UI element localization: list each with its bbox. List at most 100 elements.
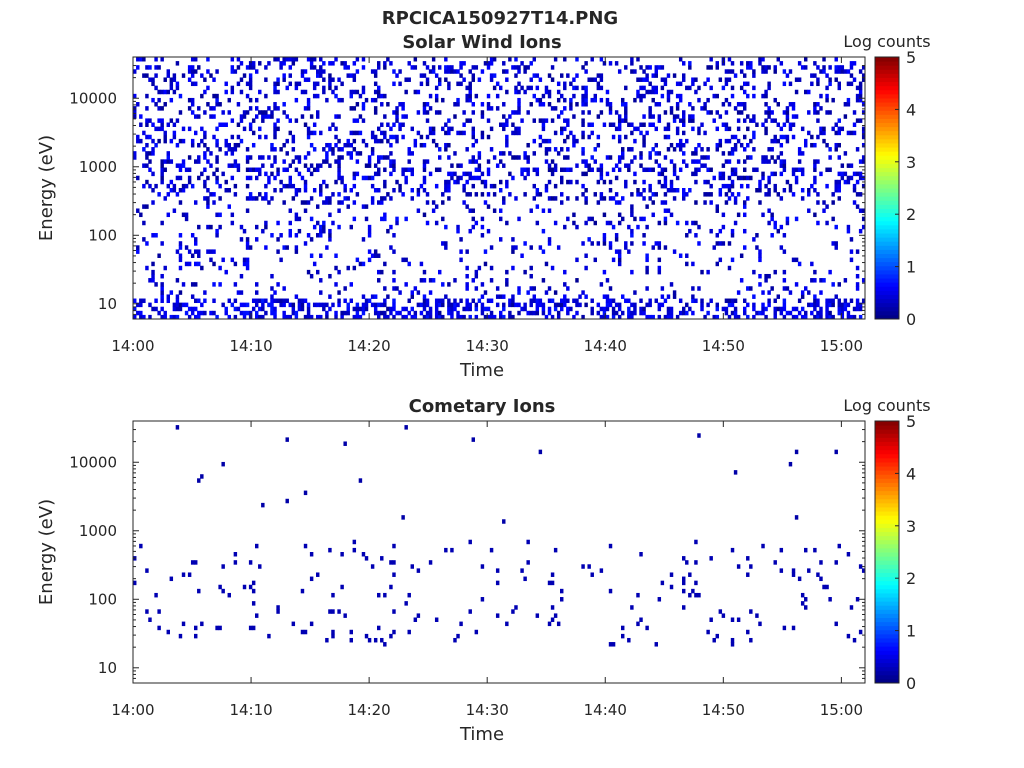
heatmap-cell <box>468 306 472 312</box>
heatmap-cell <box>206 57 210 62</box>
heatmap-cell <box>474 314 479 320</box>
heatmap-cell <box>508 314 512 320</box>
heatmap-cell <box>331 592 335 598</box>
heatmap-cell <box>617 155 622 160</box>
heatmap-cell <box>428 306 433 312</box>
heatmap-cell <box>361 85 366 91</box>
heatmap-cell <box>593 97 597 103</box>
heatmap-cell <box>575 179 579 185</box>
heatmap-cell <box>730 637 735 643</box>
heatmap-cell <box>764 273 768 279</box>
colorbar-segment <box>875 457 899 463</box>
heatmap-cell <box>270 273 274 279</box>
heatmap-cell <box>703 155 707 160</box>
heatmap-cell <box>523 576 527 582</box>
heatmap-cell <box>675 102 680 107</box>
heatmap-cell <box>306 310 311 316</box>
heatmap-cell <box>395 110 399 115</box>
heatmap-cell <box>456 310 460 316</box>
heatmap-cell <box>703 81 707 87</box>
heatmap-cell <box>642 179 646 185</box>
heatmap-cell <box>727 159 732 164</box>
heatmap-cell <box>190 81 195 87</box>
heatmap-cell <box>706 167 710 173</box>
heatmap-cell <box>181 302 186 308</box>
heatmap-cell <box>187 572 192 577</box>
heatmap-cell <box>404 314 408 320</box>
heatmap-cell <box>343 613 347 618</box>
heatmap-cell <box>666 188 671 193</box>
heatmap-cell <box>657 245 662 250</box>
heatmap-cell <box>218 122 222 127</box>
heatmap-cell <box>596 81 601 87</box>
heatmap-cell <box>767 114 771 119</box>
heatmap-cell <box>136 138 140 144</box>
heatmap-cell <box>617 302 622 308</box>
heatmap-cell <box>752 114 756 119</box>
heatmap-cell <box>309 253 314 258</box>
heatmap-cell <box>151 171 155 177</box>
colorbar-segment <box>875 212 899 218</box>
heatmap-cell <box>663 298 668 304</box>
heatmap-cell <box>529 265 533 271</box>
heatmap-cell <box>648 302 652 308</box>
heatmap-cell <box>746 314 750 320</box>
heatmap-cell <box>505 134 509 140</box>
heatmap-cell <box>617 212 622 218</box>
heatmap-cell <box>624 114 628 119</box>
heatmap-cell <box>822 278 826 283</box>
heatmap-cell <box>136 245 140 250</box>
heatmap-cell <box>197 65 201 70</box>
colorbar-segment <box>875 584 899 590</box>
heatmap-cell <box>352 314 357 320</box>
heatmap-cell <box>770 155 774 160</box>
heatmap-cell <box>685 192 689 197</box>
heatmap-cell <box>175 302 180 308</box>
heatmap-cell <box>688 306 692 312</box>
heatmap-cell <box>212 310 216 316</box>
heatmap-cell <box>337 167 341 173</box>
heatmap-cell <box>172 89 177 95</box>
heatmap-cell <box>431 69 436 74</box>
heatmap-cell <box>611 314 616 320</box>
heatmap-cell <box>855 298 860 304</box>
heatmap-cell <box>858 208 863 213</box>
heatmap-cell <box>791 568 796 573</box>
heatmap-cell <box>810 81 814 87</box>
heatmap-cell <box>337 290 341 295</box>
heatmap-cell <box>276 237 280 242</box>
heatmap-cell <box>834 122 838 127</box>
heatmap-cell <box>804 314 808 320</box>
heatmap-cell <box>136 102 140 107</box>
heatmap-cell <box>364 298 369 304</box>
heatmap-cell <box>248 65 253 70</box>
heatmap-cell <box>718 192 723 197</box>
heatmap-cell <box>419 73 424 78</box>
heatmap-cell <box>730 147 735 152</box>
heatmap-cell <box>233 298 238 304</box>
heatmap-cell <box>316 93 320 99</box>
heatmap-cell <box>233 159 238 164</box>
heatmap-cell <box>743 89 747 95</box>
heatmap-cell <box>743 306 747 312</box>
heatmap-cell <box>230 257 235 263</box>
heatmap-cell <box>700 106 704 111</box>
heatmap-cell <box>682 588 686 594</box>
heatmap-cell <box>172 306 177 312</box>
heatmap-cell <box>480 179 485 185</box>
heatmap-cell <box>791 572 796 577</box>
heatmap-cell <box>495 294 500 299</box>
heatmap-cell <box>489 77 494 82</box>
heatmap-cell <box>743 102 747 107</box>
heatmap-cell <box>157 118 161 123</box>
heatmap-cell <box>434 204 439 209</box>
heatmap-cell <box>749 286 753 291</box>
heatmap-cell <box>389 134 393 140</box>
heatmap-cell <box>550 314 555 320</box>
heatmap-cell <box>279 298 283 304</box>
heatmap-cell <box>855 192 860 197</box>
heatmap-cell <box>404 167 408 173</box>
heatmap-cell <box>770 118 774 123</box>
heatmap-cell <box>352 73 357 78</box>
